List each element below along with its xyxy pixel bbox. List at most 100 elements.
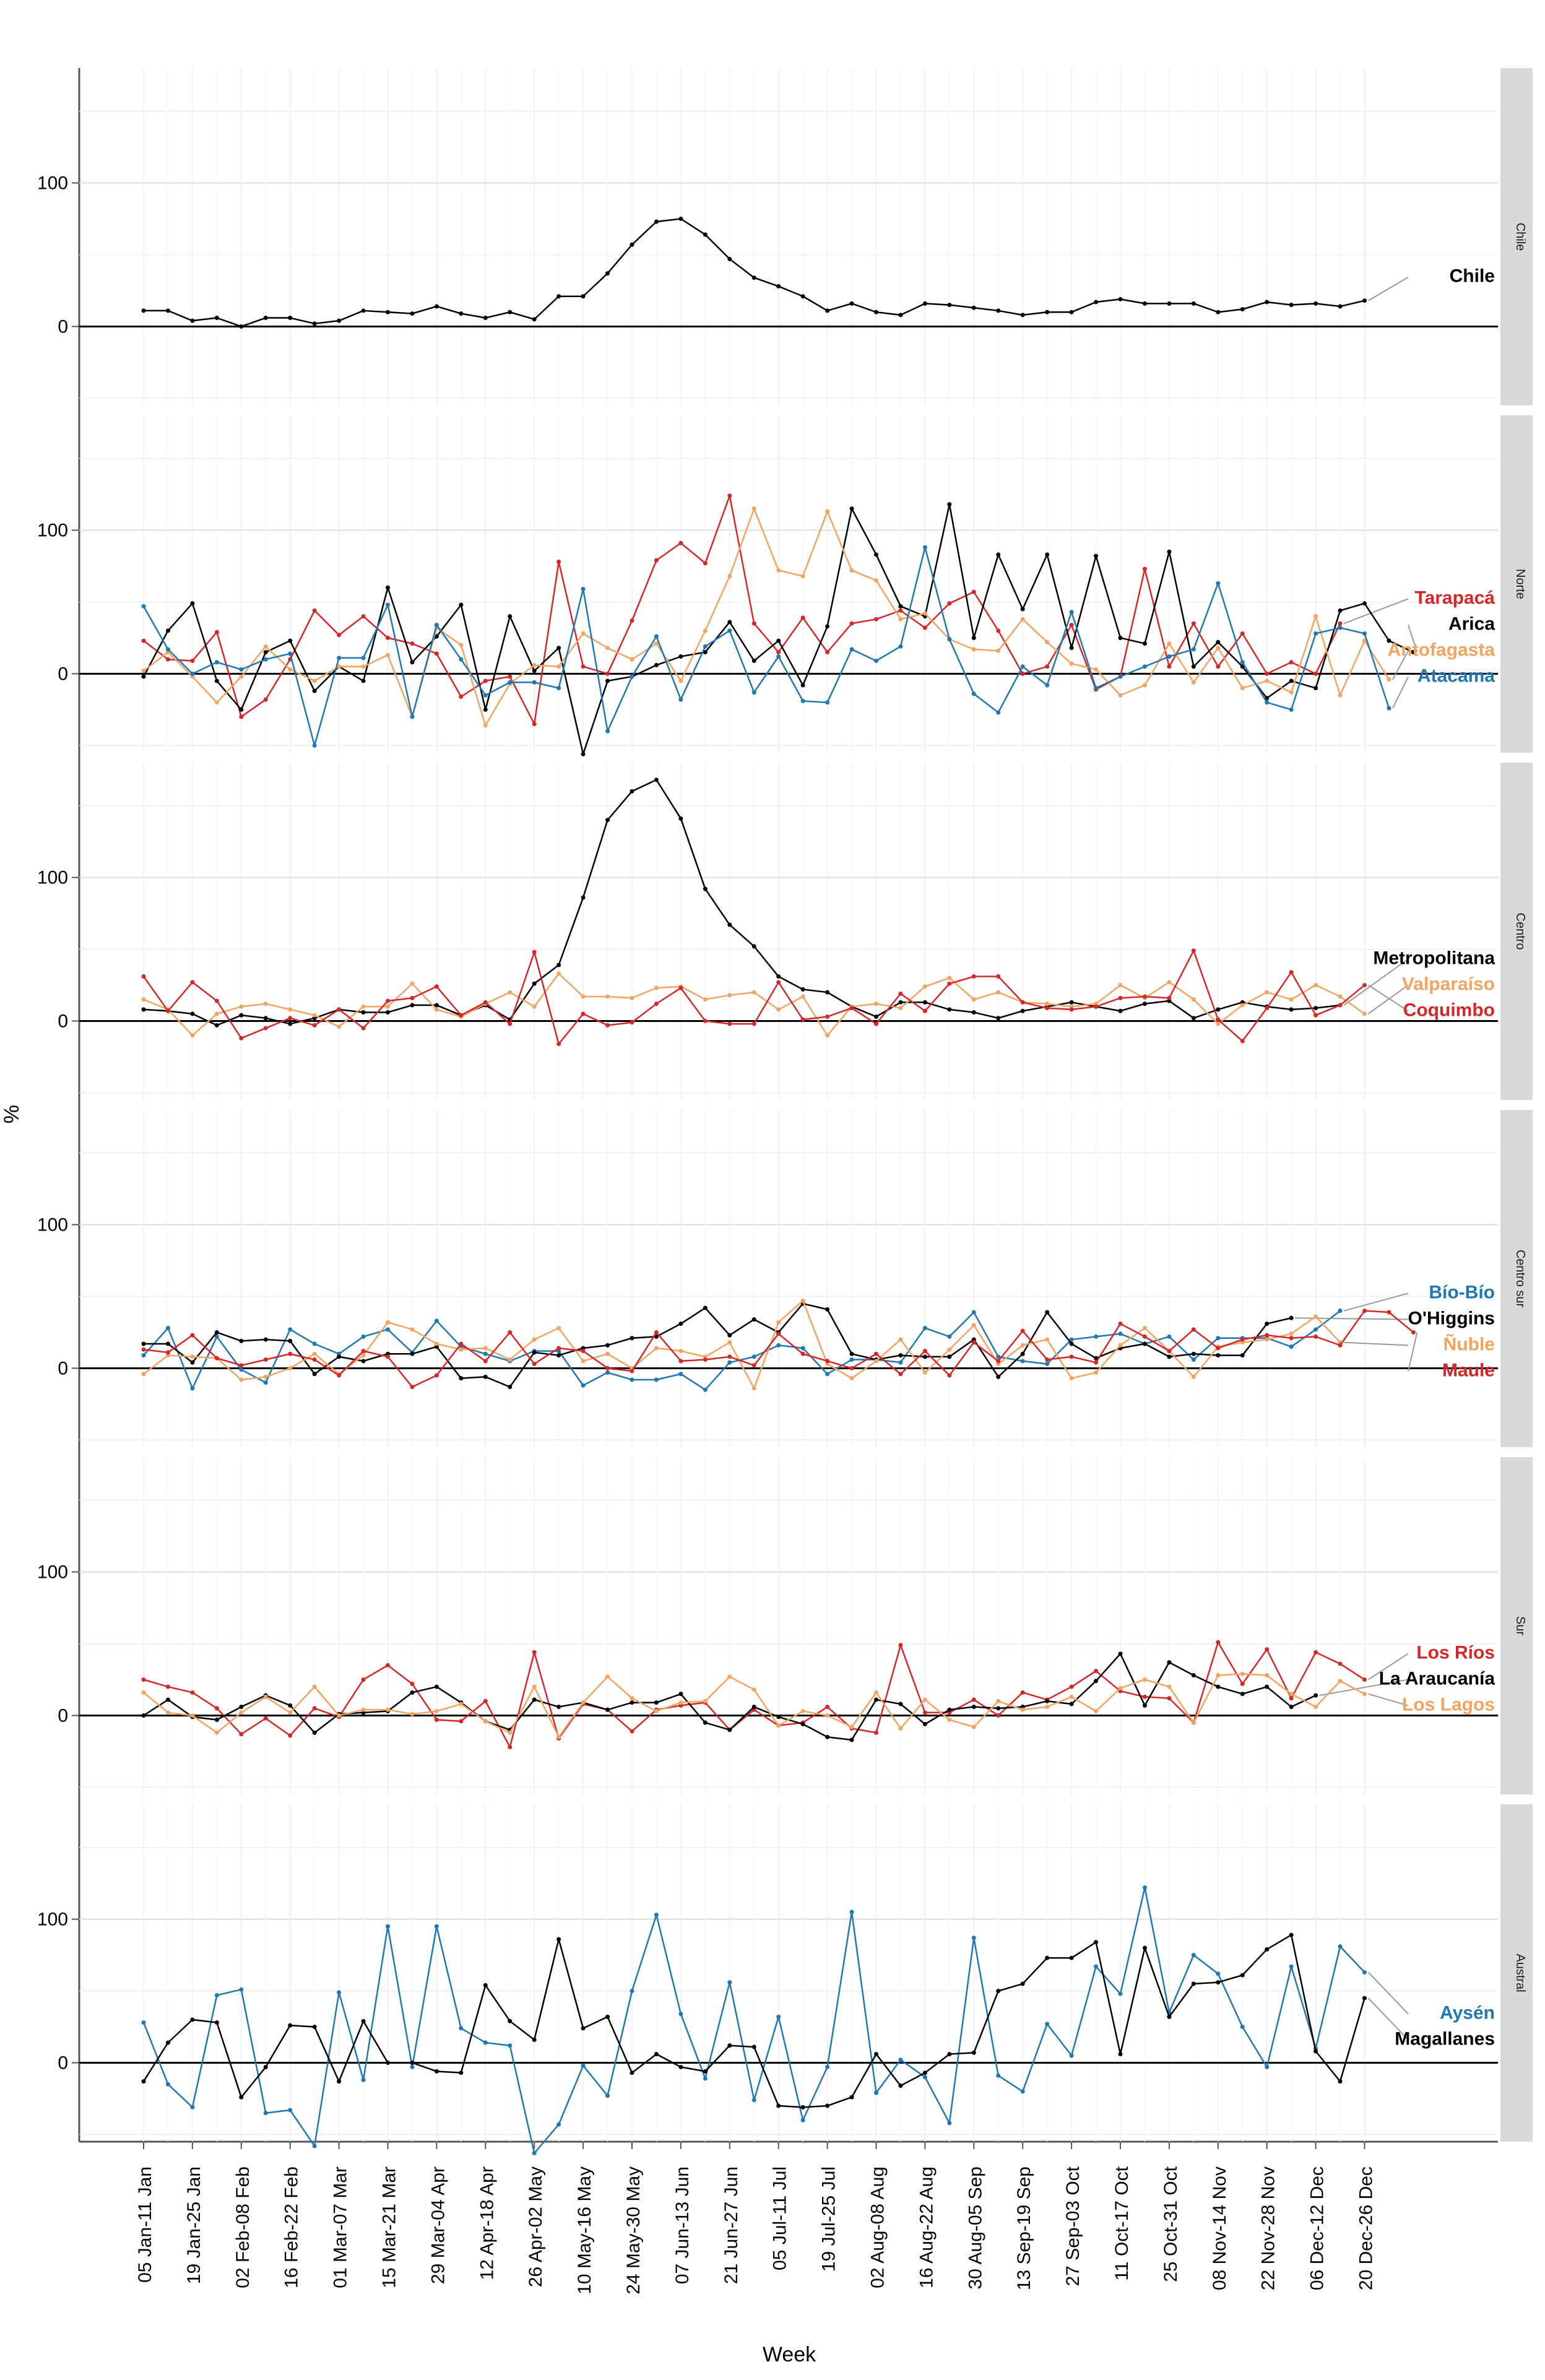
data-point bbox=[1191, 1953, 1196, 1958]
data-point bbox=[410, 2064, 415, 2069]
x-tick-label: 30 Aug-05 Sep bbox=[965, 2166, 985, 2290]
data-point bbox=[630, 1369, 634, 1374]
data-point bbox=[190, 1033, 195, 1038]
data-point bbox=[556, 2122, 561, 2127]
label-leader bbox=[1367, 1997, 1409, 2041]
data-point bbox=[410, 981, 415, 986]
data-point bbox=[556, 686, 561, 691]
data-point bbox=[263, 1337, 268, 1342]
data-point bbox=[605, 671, 610, 676]
data-point bbox=[581, 631, 586, 636]
series-label: Valparaíso bbox=[1402, 974, 1495, 994]
data-point bbox=[727, 256, 732, 261]
series-line bbox=[143, 779, 1341, 1026]
data-point bbox=[751, 1363, 756, 1368]
series-line bbox=[143, 1310, 1341, 1391]
facet-strip-label: Sur bbox=[1513, 1616, 1527, 1635]
data-point bbox=[1020, 1008, 1025, 1013]
data-point bbox=[654, 777, 659, 782]
label-leader bbox=[1319, 1679, 1409, 1696]
data-point bbox=[1338, 625, 1343, 630]
data-point bbox=[1045, 1955, 1050, 1960]
data-point bbox=[996, 1988, 1001, 1993]
data-point bbox=[1289, 660, 1294, 665]
data-point bbox=[1118, 1685, 1123, 1690]
series-atacama: Atacama bbox=[141, 545, 1495, 748]
data-point bbox=[874, 617, 878, 621]
data-point bbox=[678, 1349, 683, 1354]
data-point bbox=[1216, 646, 1221, 651]
data-point bbox=[1240, 660, 1245, 665]
y-tick-label: 0 bbox=[58, 1705, 68, 1726]
series-tarapaca: Tarapacá bbox=[141, 493, 1495, 727]
data-point bbox=[654, 558, 659, 563]
data-point bbox=[947, 2121, 952, 2126]
series-arica: Arica bbox=[141, 502, 1495, 756]
data-point bbox=[190, 1333, 195, 1338]
data-point bbox=[678, 1322, 683, 1326]
data-point bbox=[1289, 1696, 1294, 1701]
data-point bbox=[605, 2014, 610, 2019]
data-point bbox=[947, 1334, 952, 1339]
data-point bbox=[165, 1697, 170, 1702]
series-label: Coquimbo bbox=[1403, 1000, 1495, 1020]
data-point bbox=[263, 2111, 268, 2116]
data-point bbox=[1240, 1003, 1245, 1008]
data-point bbox=[190, 601, 195, 606]
data-point bbox=[1020, 1351, 1025, 1356]
data-point bbox=[556, 1734, 561, 1739]
data-point bbox=[581, 994, 586, 999]
data-point bbox=[776, 2103, 781, 2108]
data-point bbox=[1265, 671, 1270, 676]
data-point bbox=[434, 1003, 439, 1008]
data-point bbox=[800, 2105, 805, 2110]
data-point bbox=[239, 1732, 244, 1737]
data-point bbox=[1191, 948, 1196, 953]
data-point bbox=[1216, 1684, 1221, 1689]
data-point bbox=[312, 1372, 317, 1377]
data-point bbox=[1362, 982, 1367, 987]
data-point bbox=[1240, 686, 1245, 691]
data-point bbox=[459, 311, 464, 316]
data-point bbox=[800, 1346, 805, 1351]
data-point bbox=[1167, 1696, 1172, 1701]
data-point bbox=[800, 1721, 805, 1726]
data-point bbox=[776, 568, 781, 573]
data-point bbox=[630, 2071, 634, 2075]
data-point bbox=[874, 578, 878, 583]
data-point bbox=[1240, 1692, 1245, 1697]
data-point bbox=[630, 1020, 634, 1025]
data-point bbox=[727, 1360, 732, 1365]
data-point bbox=[678, 2012, 683, 2017]
data-point bbox=[288, 2108, 293, 2113]
data-point bbox=[1045, 664, 1050, 669]
data-point bbox=[1216, 1971, 1221, 1976]
data-point bbox=[654, 1913, 659, 1918]
data-point bbox=[337, 318, 342, 323]
data-point bbox=[312, 1341, 317, 1346]
x-tick-label: 22 Nov-28 Nov bbox=[1258, 2166, 1279, 2290]
data-point bbox=[1142, 1703, 1147, 1708]
data-point bbox=[1313, 1327, 1318, 1332]
data-point bbox=[874, 1002, 878, 1006]
data-point bbox=[630, 1988, 634, 1993]
data-point bbox=[776, 1343, 781, 1348]
data-point bbox=[190, 1386, 195, 1391]
data-point bbox=[1142, 683, 1147, 688]
data-point bbox=[386, 635, 390, 640]
data-point bbox=[1313, 614, 1318, 619]
data-point bbox=[532, 1361, 537, 1366]
data-point bbox=[1118, 1322, 1123, 1326]
data-point bbox=[410, 660, 415, 665]
data-point bbox=[825, 1372, 830, 1377]
data-point bbox=[1020, 671, 1025, 676]
data-point bbox=[361, 678, 366, 683]
data-point bbox=[361, 1010, 366, 1015]
data-point bbox=[1289, 707, 1294, 712]
data-point bbox=[141, 997, 146, 1002]
data-point bbox=[825, 2103, 830, 2108]
data-point bbox=[751, 275, 756, 280]
data-point bbox=[386, 1320, 390, 1325]
data-point bbox=[556, 963, 561, 967]
data-point bbox=[605, 678, 610, 683]
